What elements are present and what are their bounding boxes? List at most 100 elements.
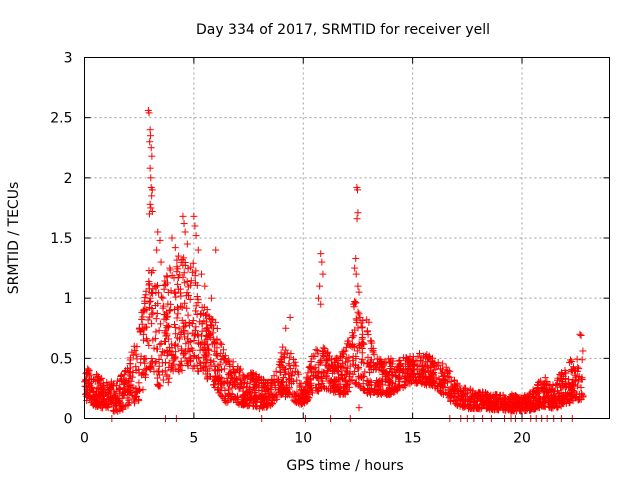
data-point <box>422 358 430 366</box>
data-point <box>354 209 362 217</box>
data-point <box>128 391 136 399</box>
data-point <box>334 363 342 371</box>
data-point <box>103 402 111 410</box>
data-point <box>202 359 210 367</box>
data-point <box>202 370 210 378</box>
data-point <box>231 368 239 376</box>
data-point <box>229 358 237 366</box>
data-point <box>340 390 348 398</box>
data-point <box>338 372 346 380</box>
data-point <box>220 356 228 364</box>
data-point <box>444 372 452 380</box>
data-point <box>166 306 174 314</box>
data-point <box>504 406 512 414</box>
data-point <box>289 390 297 398</box>
data-point <box>183 359 191 367</box>
data-point <box>509 404 517 412</box>
data-point <box>303 373 311 381</box>
data-point <box>178 345 186 353</box>
data-point <box>145 285 153 293</box>
data-point <box>562 379 570 387</box>
data-point <box>345 337 353 345</box>
data-point <box>492 391 500 399</box>
data-point <box>82 370 90 378</box>
data-point <box>145 277 153 285</box>
data-point <box>109 380 117 388</box>
data-point <box>131 397 139 405</box>
data-point <box>262 393 270 401</box>
data-point <box>353 316 361 324</box>
data-point <box>256 405 264 413</box>
data-point <box>279 343 287 351</box>
data-point <box>198 320 206 328</box>
data-point <box>324 367 332 375</box>
data-point <box>505 396 513 404</box>
data-point <box>205 365 213 373</box>
data-point <box>454 402 462 410</box>
data-point <box>397 360 405 368</box>
data-point <box>455 393 463 401</box>
data-point <box>172 330 180 338</box>
data-point <box>239 383 247 391</box>
data-point <box>578 356 586 364</box>
data-point <box>319 270 327 278</box>
data-point <box>203 341 211 349</box>
data-point <box>344 380 352 388</box>
data-point <box>262 400 270 408</box>
data-point <box>168 272 176 280</box>
data-point <box>246 390 254 398</box>
data-point <box>298 386 306 394</box>
data-point <box>148 305 156 313</box>
data-point <box>160 285 168 293</box>
data-point <box>157 258 165 266</box>
data-point <box>235 373 243 381</box>
data-point <box>329 378 337 386</box>
data-point <box>203 373 211 381</box>
data-point <box>408 357 416 365</box>
data-point <box>570 367 578 375</box>
data-point <box>396 369 404 377</box>
data-point <box>480 396 488 404</box>
data-point <box>342 371 350 379</box>
data-point <box>307 364 315 372</box>
data-point <box>512 407 520 415</box>
data-point <box>225 369 233 377</box>
data-point <box>140 370 148 378</box>
data-point <box>528 389 536 397</box>
data-point <box>110 403 118 411</box>
data-point <box>153 246 161 254</box>
data-point <box>360 359 368 367</box>
data-point <box>304 369 312 377</box>
data-point <box>219 346 227 354</box>
data-point <box>478 399 486 407</box>
data-point <box>243 372 251 380</box>
data-point <box>192 267 200 275</box>
data-point <box>187 358 195 366</box>
data-point <box>85 380 93 388</box>
data-point <box>366 362 374 370</box>
data-point <box>501 394 509 402</box>
data-point <box>156 236 164 244</box>
data-point <box>214 362 222 370</box>
data-point <box>184 311 192 319</box>
data-point <box>344 388 352 396</box>
x-axis: 0 5 10 15 20 <box>80 57 531 447</box>
data-point <box>316 282 324 290</box>
data-point <box>97 401 105 409</box>
data-point <box>183 304 191 312</box>
data-point <box>200 351 208 359</box>
data-point <box>350 300 358 308</box>
y-tick-label: 1.5 <box>50 231 72 247</box>
data-point <box>218 392 226 400</box>
data-point <box>227 378 235 386</box>
data-point <box>567 384 575 392</box>
data-point <box>537 400 545 408</box>
data-point <box>277 361 285 369</box>
data-point <box>171 340 179 348</box>
data-point <box>427 378 435 386</box>
data-point <box>142 291 150 299</box>
data-point <box>144 337 152 345</box>
data-point <box>411 369 419 377</box>
data-point <box>173 314 181 322</box>
data-point <box>191 331 199 339</box>
